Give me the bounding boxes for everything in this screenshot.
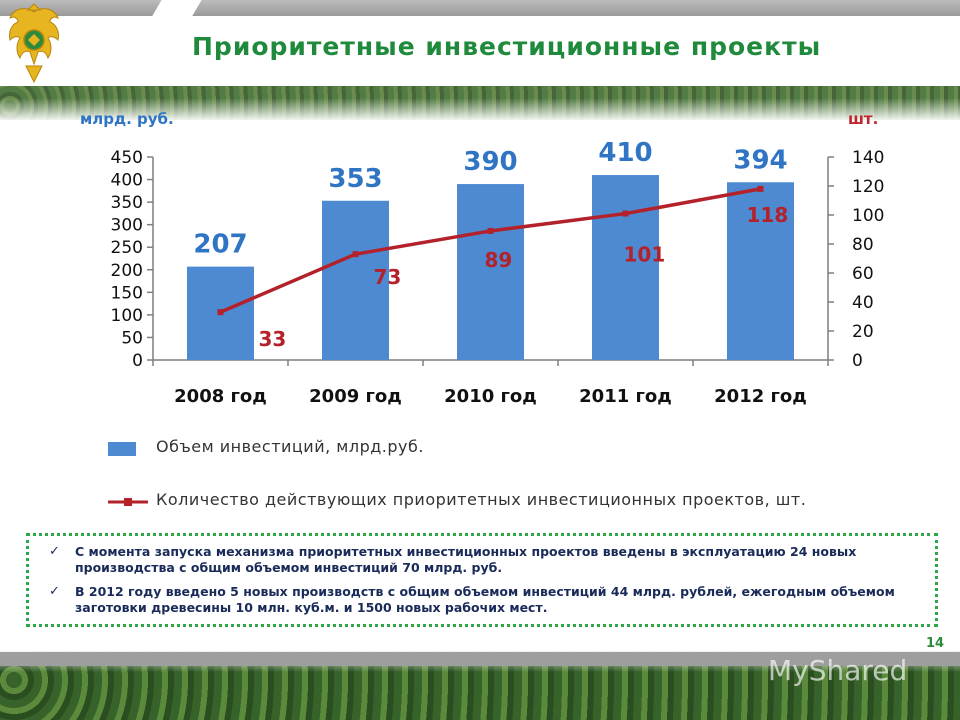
bar-data-label: 394 [733,145,787,175]
left-tick-label: 250 [111,238,143,258]
line-point [622,210,629,217]
line-data-label: 118 [747,203,789,227]
left-tick-label: 400 [111,171,143,191]
left-tick-label: 150 [111,283,143,303]
note-text-2: В 2012 году введено 5 новых производств … [75,584,895,615]
note-item: ✓ С момента запуска механизма приоритетн… [49,544,923,576]
left-tick-label: 350 [111,193,143,213]
bar [457,184,524,360]
check-icon: ✓ [49,584,60,599]
left-tick-label: 200 [111,261,143,281]
top-bar [0,0,960,16]
check-icon: ✓ [49,544,60,559]
line-point [757,185,764,192]
left-tick-label: 0 [132,351,143,371]
right-tick-label: 20 [852,322,874,342]
legend-label-bars: Объем инвестиций, млрд.руб. [156,437,424,456]
line-point [487,227,494,234]
bar-data-label: 390 [463,147,517,177]
line-data-label: 73 [374,265,402,289]
right-tick-label: 140 [852,148,884,168]
bottom-bar [0,652,960,666]
legend-swatch-bar [108,442,136,456]
x-category-label: 2008 год [174,386,267,407]
legend-label-line: Количество действующих приоритетных инве… [156,490,807,509]
watermark: MyShared [768,654,908,687]
bar [322,200,389,360]
bar-data-label: 410 [598,138,652,168]
right-tick-label: 80 [852,235,874,255]
notes-box: ✓ С момента запуска механизма приоритетн… [26,533,938,627]
x-category-label: 2010 год [444,386,537,407]
bar [592,175,659,360]
right-tick-label: 120 [852,177,884,197]
forest-band-top-fade [0,98,960,122]
right-tick-label: 100 [852,206,884,226]
left-tick-label: 300 [111,216,143,236]
bar-data-label: 207 [193,230,247,260]
investment-chart: 0501001502002503003504004500204060801001… [111,138,885,407]
bar [727,182,794,360]
right-tick-label: 0 [852,351,863,371]
legend-item-bars: Объем инвестиций, млрд.руб. [108,435,908,465]
double-headed-eagle-emblem-icon [9,3,59,84]
line-data-label: 89 [485,248,513,272]
page-title: Приоритетные инвестиционные проекты [192,32,822,61]
line-data-label: 101 [624,243,666,267]
right-axis-unit: шт. [848,110,879,128]
left-tick-label: 100 [111,306,143,326]
line-point [352,251,359,258]
right-tick-label: 40 [852,293,874,313]
x-category-label: 2011 год [579,386,672,407]
line-data-label: 33 [259,327,287,351]
note-text-1: С момента запуска механизма приоритетных… [75,544,857,575]
note-item: ✓ В 2012 году введено 5 новых производст… [49,584,923,616]
left-axis-unit: млрд. руб. [80,110,174,128]
bar-data-label: 353 [328,164,382,194]
x-category-label: 2009 год [309,386,402,407]
x-category-label: 2012 год [714,386,807,407]
left-tick-label: 450 [111,148,143,168]
left-tick-label: 50 [121,328,143,348]
page-number: 14 [926,636,945,651]
legend-swatch-line [108,498,148,506]
right-tick-label: 60 [852,264,874,284]
line-point [217,309,224,316]
legend-item-line: Количество действующих приоритетных инве… [108,488,908,518]
